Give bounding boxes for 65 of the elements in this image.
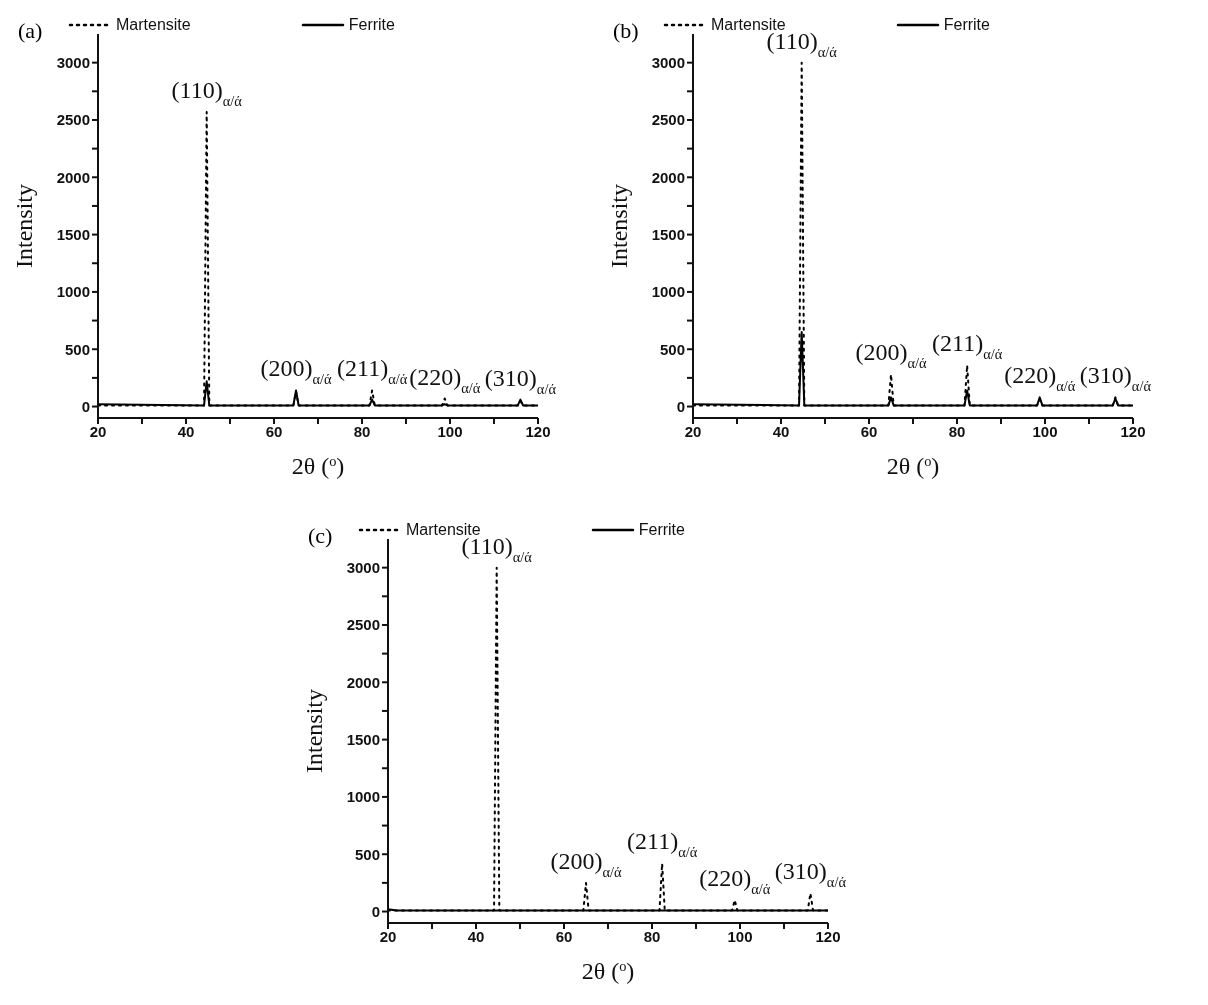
x-tick-label: 20 [684,422,702,440]
x-tick-label: 100 [437,422,463,440]
annotation: (110)$_{α/ά}$ [171,76,243,109]
chart-title: (b) [613,18,639,44]
x-tick-label: 20 [379,927,397,945]
y-tick-label: 3000 [651,53,685,71]
x-tick-label: 20 [89,422,107,440]
annotation: (200)$_{α/ά}$ [260,355,332,388]
x-axis-title: 2θ ($^{o}$) [291,453,345,479]
y-axis-title: Intensity [301,689,327,773]
annotation: (211)$_{α/ά}$ [932,330,1003,363]
x-axis-title: 2θ ($^{o}$) [581,958,635,984]
annotation: (310)$_{α/ά}$ [1079,362,1152,395]
annotation: (310)$_{α/ά}$ [484,364,557,397]
x-tick-label: 120 [1120,422,1146,440]
x-tick-label: 80 [643,927,661,945]
legend-label: Ferrite [638,521,685,539]
x-tick-label: 60 [265,422,283,440]
x-tick-label: 120 [815,927,841,945]
x-tick-label: 80 [353,422,371,440]
x-tick-label: 60 [860,422,878,440]
legend-label: Ferrite [943,16,990,34]
chart-title: (a) [18,18,43,44]
y-tick-label: 2500 [56,111,90,129]
y-tick-label: 1500 [56,225,90,243]
y-tick-label: 2000 [651,168,685,186]
annotation: (200)$_{α/ά}$ [855,339,927,372]
x-tick-label: 40 [772,422,790,440]
y-tick-label: 1000 [56,283,90,301]
y-tick-label: 0 [81,397,90,415]
y-tick-label: 0 [371,902,380,920]
y-tick-label: 500 [659,340,685,358]
chart-title: (c) [308,523,333,549]
y-tick-label: 2500 [651,111,685,129]
y-axis-title: Intensity [11,184,37,268]
x-tick-label: 100 [1032,422,1058,440]
x-tick-label: 60 [555,927,573,945]
y-tick-label: 1500 [651,225,685,243]
annotation: (211)$_{α/ά}$ [627,828,698,861]
annotation: (211)$_{α/ά}$ [337,355,408,388]
annotation: (220)$_{α/ά}$ [1004,362,1076,395]
y-tick-label: 2000 [346,673,380,691]
annotation: (220)$_{α/ά}$ [699,865,771,898]
annotation: (220)$_{α/ά}$ [409,363,481,396]
x-tick-label: 40 [467,927,485,945]
y-tick-label: 500 [64,340,90,358]
annotation: (200)$_{α/ά}$ [550,847,622,880]
y-tick-label: 1000 [346,788,380,806]
y-tick-label: 1500 [346,730,380,748]
x-tick-label: 100 [727,927,753,945]
legend-label: Martensite [116,16,191,34]
y-tick-label: 500 [354,845,380,863]
y-tick-label: 0 [676,397,685,415]
annotation: (310)$_{α/ά}$ [774,858,847,891]
x-tick-label: 80 [948,422,966,440]
y-tick-label: 2500 [346,616,380,634]
y-tick-label: 3000 [56,53,90,71]
y-tick-label: 2000 [56,168,90,186]
legend-label: Ferrite [348,16,395,34]
y-axis-title: Intensity [606,184,632,268]
x-tick-label: 40 [177,422,195,440]
y-tick-label: 3000 [346,558,380,576]
y-tick-label: 1000 [651,283,685,301]
x-tick-label: 120 [525,422,551,440]
x-axis-title: 2θ ($^{o}$) [886,453,940,479]
